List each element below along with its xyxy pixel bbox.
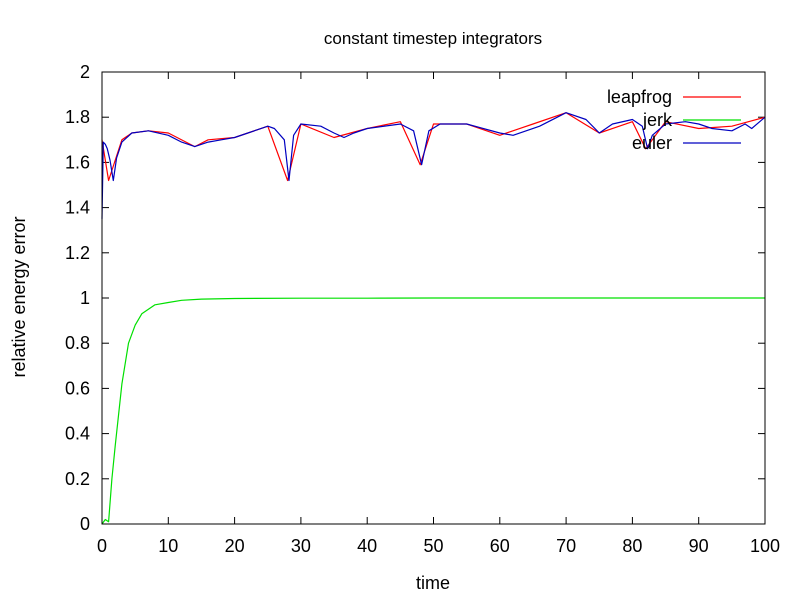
x-tick-label: 80 <box>622 536 642 556</box>
x-axis-label: time <box>416 573 450 593</box>
x-tick-label: 20 <box>225 536 245 556</box>
series-line-jerk <box>101 297 765 525</box>
chart-title: constant timestep integrators <box>324 29 542 48</box>
x-tick-label: 30 <box>291 536 311 556</box>
plot-frame <box>101 71 766 525</box>
series-line-euler <box>101 112 766 219</box>
legend: leapfrog jerk euler <box>607 87 741 153</box>
x-tick-label: 10 <box>158 536 178 556</box>
x-tick-label: 90 <box>689 536 709 556</box>
x-tick-label: 70 <box>556 536 576 556</box>
y-tick-label: 1.6 <box>65 152 90 172</box>
x-tick-label: 50 <box>423 536 443 556</box>
legend-label-jerk: jerk <box>642 110 673 130</box>
legend-label-leapfrog: leapfrog <box>607 87 672 107</box>
y-tick-label: 0.6 <box>65 378 90 398</box>
legend-label-euler: euler <box>632 133 672 153</box>
y-tick-label: 1.4 <box>65 198 90 218</box>
y-tick-label: 1.8 <box>65 107 90 127</box>
y-tick-label: 1.2 <box>65 243 90 263</box>
x-tick-label: 60 <box>490 536 510 556</box>
y-tick-label: 0.8 <box>65 333 90 353</box>
y-tick-label: 0.4 <box>65 424 90 444</box>
y-axis-label: relative energy error <box>9 216 29 377</box>
x-tick-label: 0 <box>97 536 107 556</box>
y-tick-label: 1 <box>80 288 90 308</box>
x-tick-label: 100 <box>750 536 780 556</box>
y-tick-label: 2 <box>80 62 90 82</box>
series-line-leapfrog <box>101 112 766 182</box>
y-tick-label: 0 <box>80 514 90 534</box>
y-tick-label: 0.2 <box>65 469 90 489</box>
x-tick-label: 40 <box>357 536 377 556</box>
